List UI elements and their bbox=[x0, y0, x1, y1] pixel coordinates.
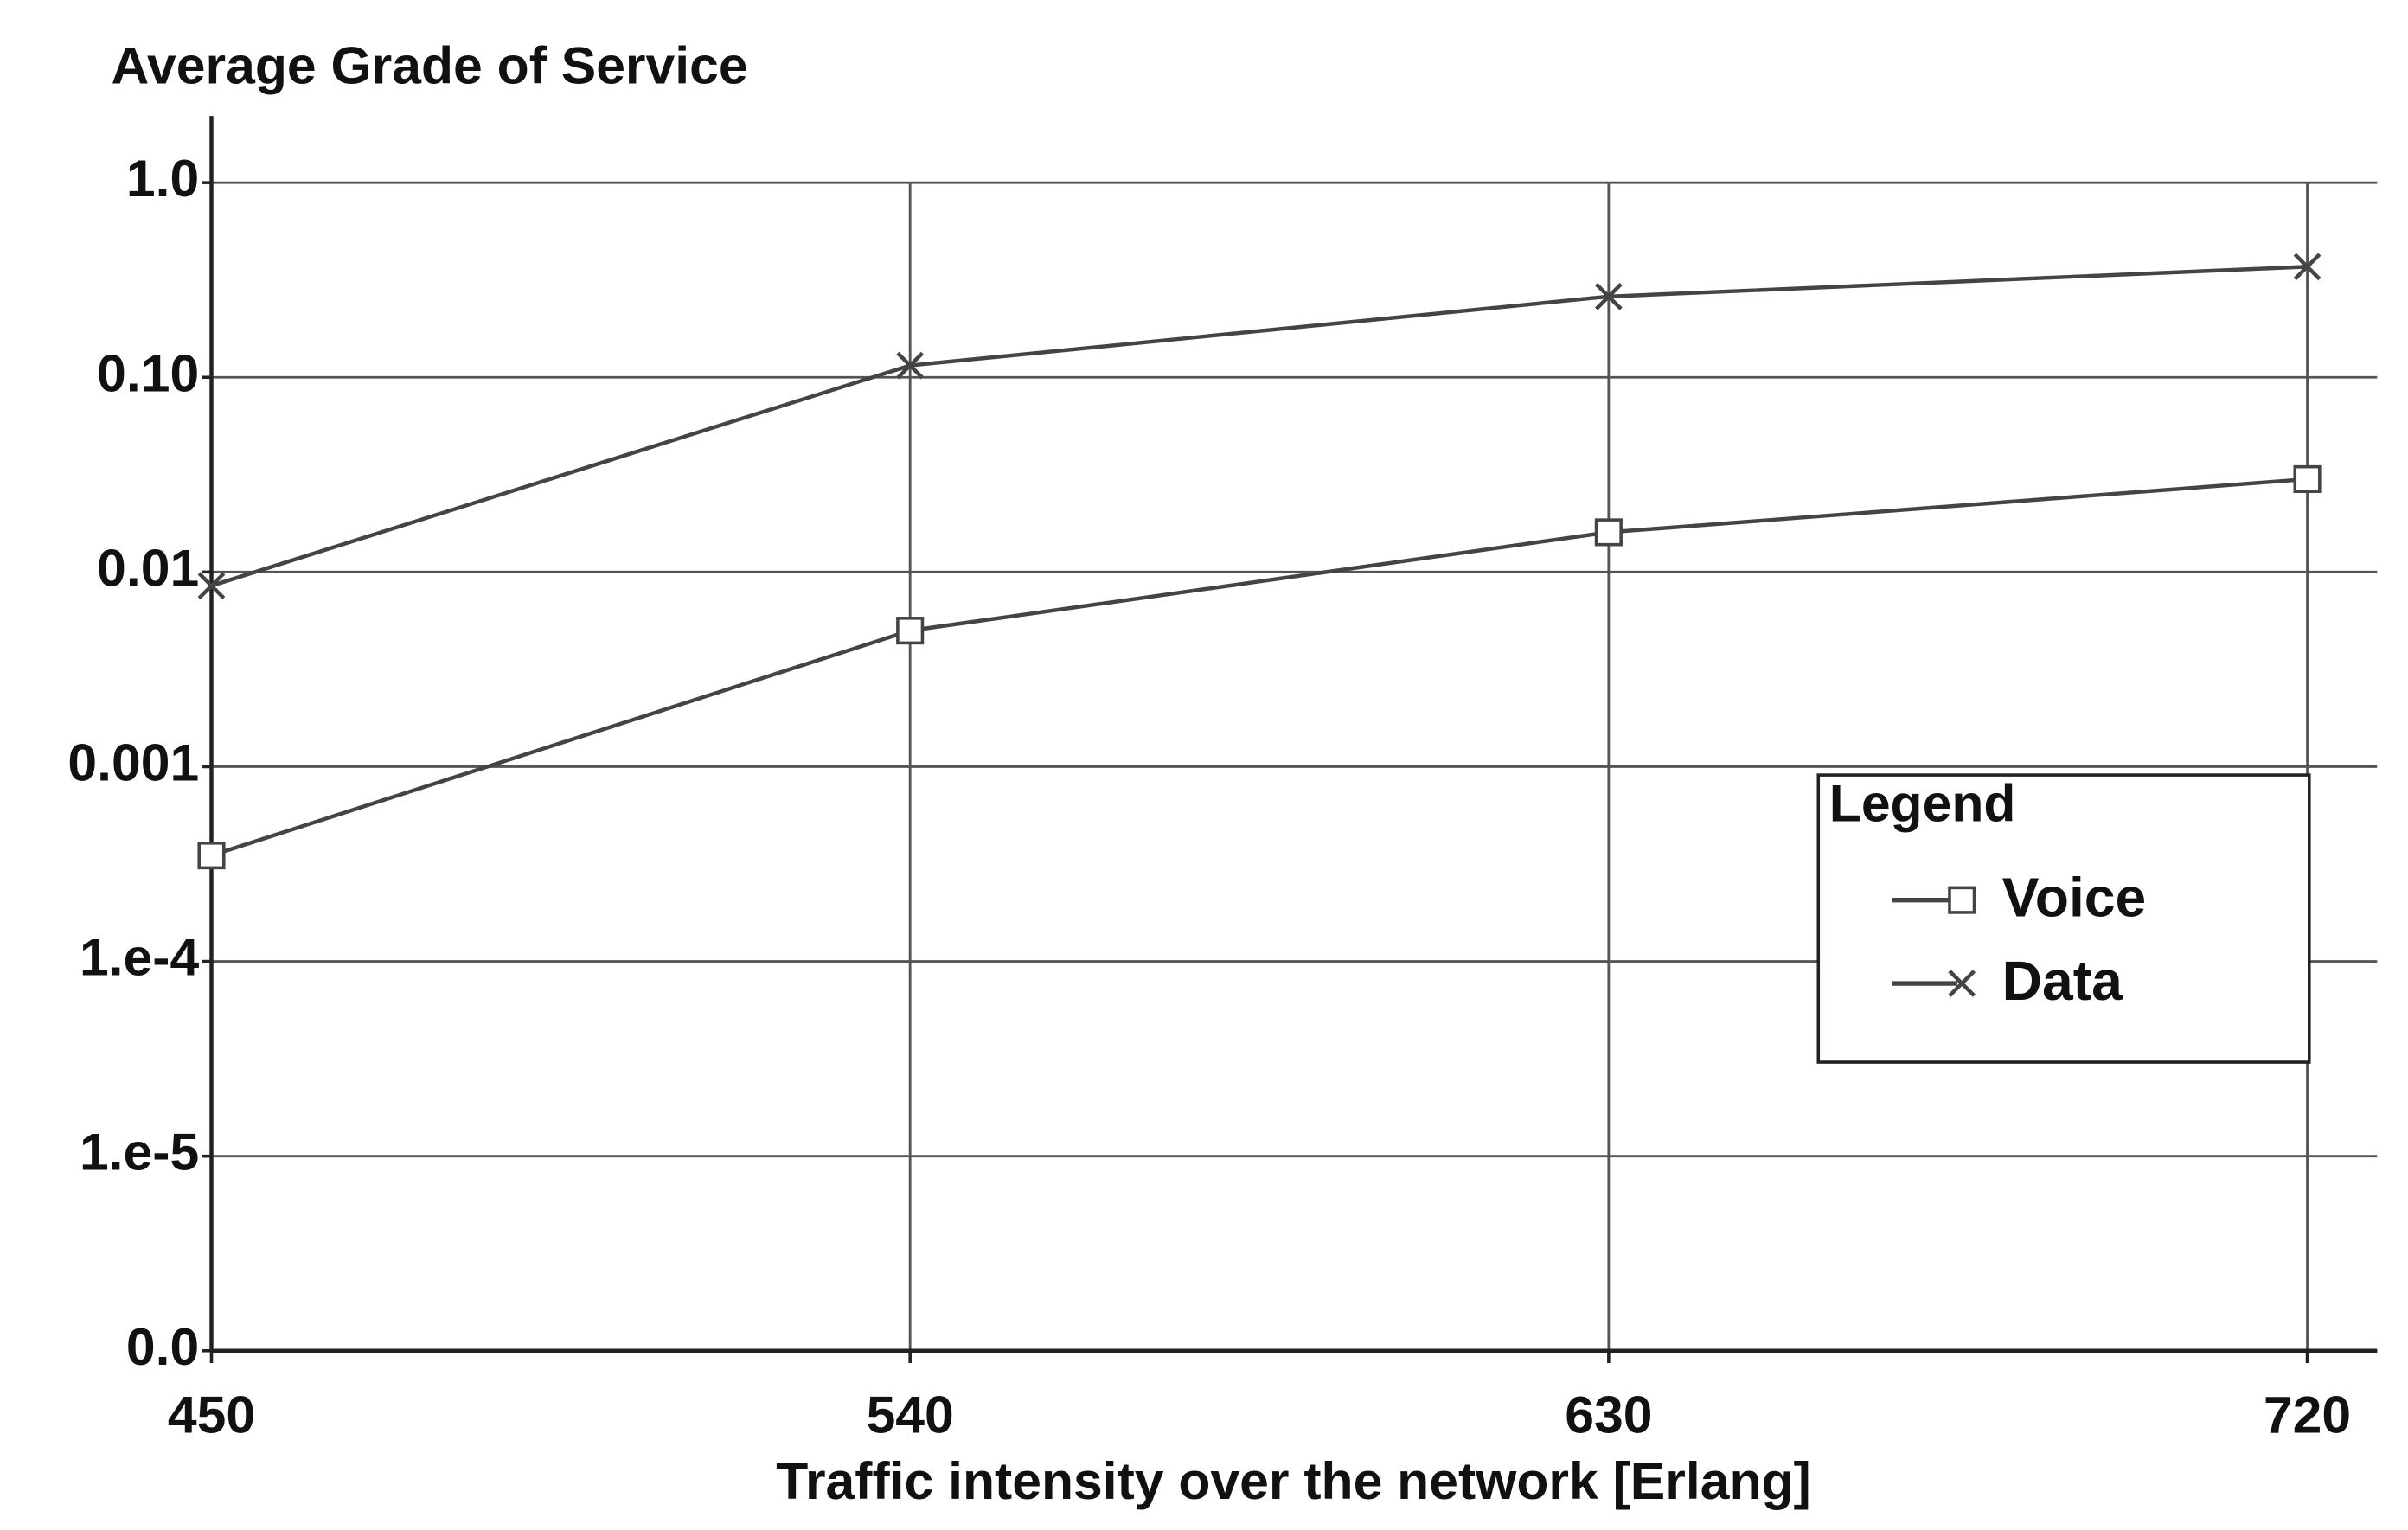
y-tick-label: 0.0 bbox=[126, 1317, 199, 1376]
legend-box bbox=[1816, 773, 2311, 1064]
x-tick-label: 450 bbox=[168, 1385, 255, 1444]
marker-x bbox=[197, 572, 226, 600]
y-tick-label: 1.e-5 bbox=[80, 1123, 199, 1181]
x-tick-label: 630 bbox=[1565, 1385, 1652, 1444]
y-tick-label: 0.01 bbox=[97, 538, 199, 597]
marker-x bbox=[896, 351, 925, 380]
marker-square bbox=[896, 617, 925, 645]
marker-x bbox=[1595, 282, 1623, 310]
y-tick-label: 1.0 bbox=[126, 149, 199, 208]
series-line bbox=[210, 477, 2308, 858]
x-tick-label: 540 bbox=[867, 1385, 954, 1444]
legend-title: Legend bbox=[1829, 774, 2016, 833]
marker-square bbox=[1948, 886, 1976, 914]
legend-label: Voice bbox=[2002, 866, 2147, 928]
series-line bbox=[210, 265, 2308, 588]
marker-square bbox=[1594, 518, 1623, 547]
marker-x bbox=[2293, 253, 2322, 281]
marker-square bbox=[197, 842, 226, 870]
marker-x bbox=[1948, 970, 1976, 997]
y-tick-label: 0.10 bbox=[97, 343, 199, 402]
x-axis-label: Traffic intensity over the network [Erla… bbox=[776, 1451, 1811, 1510]
chart-title: Average Grade of Service bbox=[111, 36, 747, 95]
legend-label: Data bbox=[2002, 950, 2124, 1012]
marker-square bbox=[2293, 464, 2322, 494]
x-tick-label: 720 bbox=[2264, 1385, 2351, 1444]
y-tick-label: 1.e-4 bbox=[80, 928, 200, 987]
y-tick-label: 0.001 bbox=[67, 733, 199, 791]
